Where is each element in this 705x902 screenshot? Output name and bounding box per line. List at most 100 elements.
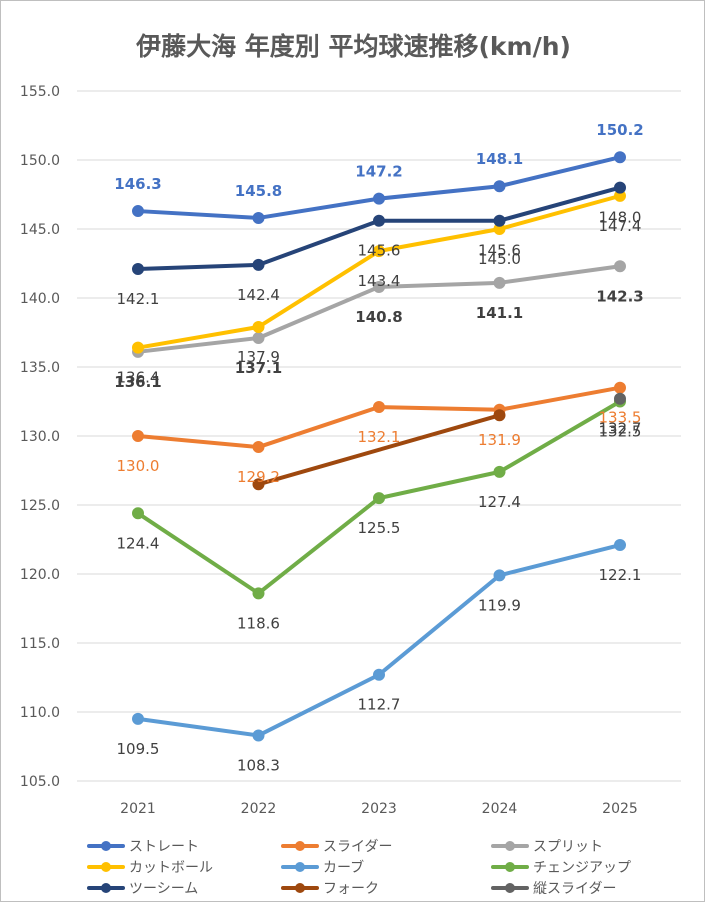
x-tick-label: 2022 (241, 801, 277, 817)
legend-item: フォーク (281, 881, 379, 897)
data-point (373, 401, 385, 414)
y-tick-label: 135.0 (20, 360, 60, 376)
data-point (252, 332, 265, 345)
data-label: 118.6 (237, 614, 280, 632)
series-1 (132, 381, 626, 454)
data-label: 132.5 (599, 423, 642, 441)
data-point (132, 712, 144, 725)
data-point (252, 211, 265, 224)
data-point (493, 465, 506, 478)
data-label: 122.1 (599, 566, 642, 584)
data-label: 148.1 (476, 150, 523, 168)
legend-label: ツーシーム (129, 881, 198, 897)
series-6 (132, 181, 626, 276)
data-label: 132.1 (358, 428, 401, 446)
y-tick-label: 120.0 (20, 567, 60, 583)
series-line (256, 413, 502, 487)
data-label: 145.6 (478, 242, 521, 260)
legend-label: チェンジアップ (533, 860, 631, 876)
data-point (614, 260, 626, 273)
data-label: 136.4 (117, 369, 160, 387)
legend-label: スプリット (533, 839, 603, 855)
data-point (373, 192, 385, 205)
legend-item: ストレート (87, 839, 199, 855)
data-label: 130.0 (117, 457, 160, 475)
data-point (614, 181, 626, 194)
data-point (373, 492, 385, 505)
data-point (493, 569, 506, 582)
data-point (614, 392, 626, 405)
legend-item: カットボール (87, 860, 213, 876)
data-point (132, 341, 144, 354)
legend-swatch-marker (101, 862, 111, 872)
series-5 (132, 395, 626, 600)
gridlines (77, 90, 681, 782)
data-point (373, 214, 385, 227)
data-point (252, 441, 265, 454)
data-label: 145.0 (478, 250, 521, 268)
data-label: 146.3 (114, 175, 161, 193)
x-axis-ticks: 2021 2022 2023 2024 2025 (120, 801, 638, 817)
data-label: 142.3 (596, 287, 643, 305)
data-label: 143.4 (358, 272, 401, 290)
data-point (493, 276, 506, 289)
y-tick-label: 115.0 (20, 636, 60, 652)
data-label: 137.9 (237, 348, 280, 366)
series-lines (132, 151, 626, 742)
x-tick-label: 2021 (120, 801, 156, 817)
data-point (373, 280, 385, 293)
data-point (132, 507, 144, 520)
legend-swatch-marker (295, 862, 305, 872)
y-tick-label: 125.0 (20, 498, 60, 514)
data-point (132, 205, 144, 218)
series-8 (614, 392, 626, 405)
data-label: 119.9 (478, 596, 521, 614)
y-tick-label: 140.0 (20, 291, 60, 307)
legend-swatch-marker (505, 862, 515, 872)
legend-item: 縦スライダー (491, 881, 616, 897)
data-label: 112.7 (358, 696, 401, 714)
data-label: 142.4 (237, 286, 280, 304)
data-label: 129.2 (237, 468, 280, 486)
legend-swatch-marker (101, 883, 111, 893)
legend-item: ツーシーム (87, 881, 198, 897)
data-point (252, 729, 265, 742)
series-0 (132, 151, 626, 224)
x-tick-label: 2023 (361, 801, 397, 817)
data-point (493, 180, 506, 193)
data-point (614, 381, 626, 394)
data-label: 124.4 (117, 534, 160, 552)
data-point (373, 668, 385, 681)
series-4 (132, 539, 626, 742)
legend-label: カットボール (129, 860, 213, 876)
data-point (614, 151, 626, 164)
data-label: 108.3 (237, 756, 280, 774)
y-tick-label: 150.0 (20, 153, 60, 169)
y-tick-label: 130.0 (20, 429, 60, 445)
data-label: 127.4 (478, 493, 521, 511)
data-label: 109.5 (117, 740, 160, 758)
data-labels: 146.3 145.8 147.2 148.1 150.2 130.0 129.2 132.1… (114, 121, 643, 774)
y-tick-label: 145.0 (20, 222, 60, 238)
legend-label: フォーク (323, 881, 379, 897)
y-axis-ticks: 105.0 110.0 115.0 120.0 125.0 130.0 135.0 140.0… (20, 84, 60, 790)
legend-item: スプリット (491, 839, 603, 855)
data-label: 150.2 (596, 121, 643, 139)
legend-swatch-marker (295, 841, 305, 851)
data-point (252, 258, 265, 271)
data-label: 142.1 (117, 290, 160, 308)
y-tick-label: 155.0 (20, 84, 60, 100)
data-label: 147.2 (355, 163, 402, 181)
data-point (493, 214, 506, 227)
data-point (252, 320, 265, 333)
data-label: 133.5 (599, 409, 642, 427)
data-point (132, 263, 144, 276)
legend-label: 縦スライダー (533, 881, 616, 897)
legend-label: カーブ (323, 859, 364, 876)
data-point (252, 478, 265, 491)
chart-title: 伊藤大海 年度別 平均球速推移(km/h) (136, 32, 571, 61)
data-label: 137.1 (235, 359, 282, 377)
